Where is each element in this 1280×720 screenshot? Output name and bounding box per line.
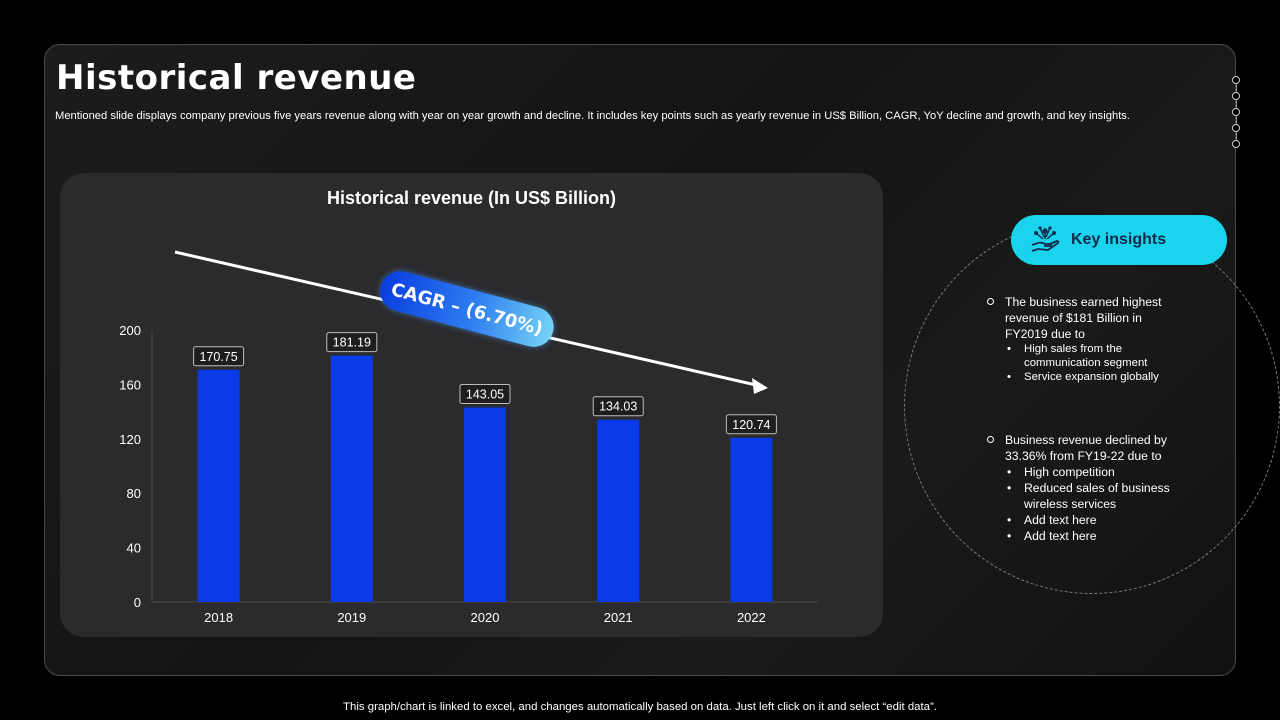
- y-tick-label: 0: [134, 595, 141, 610]
- bar: [330, 355, 373, 602]
- y-tick-label: 160: [119, 377, 141, 392]
- data-label-box: [193, 346, 245, 367]
- decor-dot: [1232, 76, 1240, 84]
- bar: [197, 369, 240, 602]
- data-label-box: [725, 414, 777, 435]
- bar: [464, 407, 506, 602]
- data-label: 181.19: [333, 336, 371, 350]
- insight-text: Business revenue declined by 33.36% from…: [986, 432, 1187, 464]
- page-subtitle: Mentioned slide displays company previou…: [55, 110, 1131, 122]
- decor-dot: [1232, 124, 1240, 132]
- insight-text: The business earned highest revenue of $…: [986, 294, 1187, 342]
- data-label-box: [592, 396, 644, 417]
- x-tick-label: 2020: [471, 610, 500, 625]
- x-tick-label: 2021: [604, 610, 633, 625]
- insight-point-1: The business earned highest revenue of $…: [986, 294, 1216, 384]
- insight-bullet: Add text here: [1007, 528, 1206, 544]
- chart-title[interactable]: Historical revenue (In US$ Billion): [326, 188, 617, 208]
- data-label: 134.03: [599, 400, 637, 414]
- data-label-box: [326, 332, 378, 353]
- x-tick-label: 2018: [204, 610, 233, 625]
- footer-note: This graph/chart is linked to excel, and…: [343, 701, 937, 713]
- y-tick-label: 40: [127, 541, 141, 556]
- data-label-box: [459, 383, 511, 404]
- decor-dot: [1232, 108, 1240, 116]
- page-title: Historical revenue: [56, 58, 417, 98]
- insight-bullet: Service expansion globally: [1007, 370, 1194, 384]
- data-label: 170.75: [199, 350, 237, 364]
- data-label: 120.74: [732, 418, 770, 432]
- insight-bullet: Reduced sales of business wireless servi…: [1007, 480, 1206, 512]
- hand-network-icon: [1031, 226, 1060, 252]
- key-insights-title: Key insights: [1071, 231, 1167, 248]
- decor-dot: [1232, 92, 1240, 100]
- insight-bullet: High competition: [1007, 464, 1206, 480]
- insight-bullet-list: High sales from the communication segmen…: [986, 342, 1194, 384]
- x-tick-label: 2019: [337, 610, 366, 625]
- y-tick-label: 120: [119, 432, 141, 447]
- insight-point-2: Business revenue declined by 33.36% from…: [986, 432, 1216, 544]
- insight-bullet: High sales from the communication segmen…: [1007, 342, 1194, 370]
- insight-bullet: Add text here: [1007, 512, 1206, 528]
- decor-dot: [1232, 140, 1240, 148]
- bar: [597, 419, 640, 602]
- data-label: 143.05: [466, 387, 504, 401]
- slide-dots-decoration: [1232, 76, 1242, 156]
- y-tick-label: 80: [127, 486, 141, 501]
- trend-arrow-head: [752, 378, 768, 394]
- insight-bullet-list: High competition Reduced sales of busine…: [986, 464, 1206, 544]
- bar: [730, 437, 773, 602]
- x-tick-label: 2022: [737, 610, 766, 625]
- y-tick-label: 200: [119, 323, 141, 338]
- key-insights-badge: Key insights: [1011, 215, 1227, 265]
